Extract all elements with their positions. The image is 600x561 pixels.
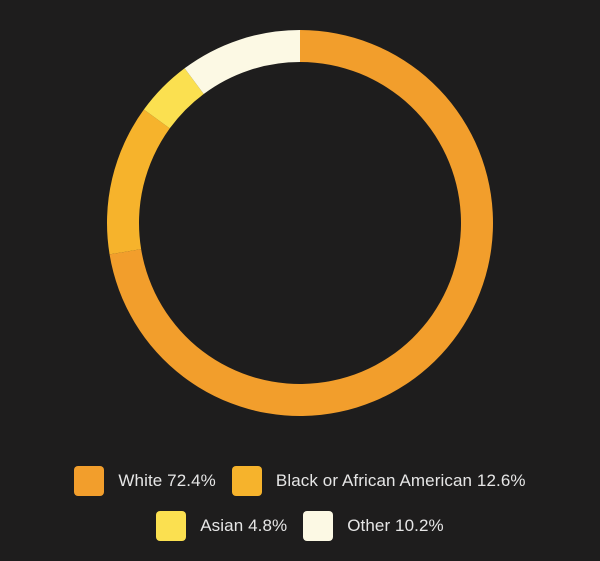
legend-label-other: Other 10.2% [347, 516, 444, 535]
donut-slice-asian [143, 68, 204, 129]
donut-slice-black-or-african-american [107, 109, 170, 255]
legend-label-black-or-african-american: Black or African American 12.6% [275, 471, 526, 490]
donut-chart-svg [107, 29, 493, 416]
legend-row-2: Asian 4.8% Other 10.2% [0, 508, 600, 544]
legend-item-black-or-african-american: Black or African American 12.6% [231, 466, 526, 496]
legend-item-white: White 72.4% [74, 466, 216, 496]
legend-swatch-black-or-african-american [231, 466, 262, 496]
donut-chart [107, 29, 493, 416]
legend-item-other: Other 10.2% [303, 511, 444, 541]
legend-swatch-other [303, 511, 334, 541]
legend-label-white: White 72.4% [118, 471, 216, 490]
legend-label-asian: Asian 4.8% [200, 516, 288, 535]
legend-swatch-asian [156, 511, 187, 541]
legend-item-asian: Asian 4.8% [156, 511, 287, 541]
legend-row-1: White 72.4% Black or African American 12… [0, 463, 600, 499]
chart-legend: White 72.4% Black or African American 12… [0, 455, 600, 555]
donut-slice-other [184, 29, 300, 94]
legend-swatch-white [74, 466, 105, 496]
